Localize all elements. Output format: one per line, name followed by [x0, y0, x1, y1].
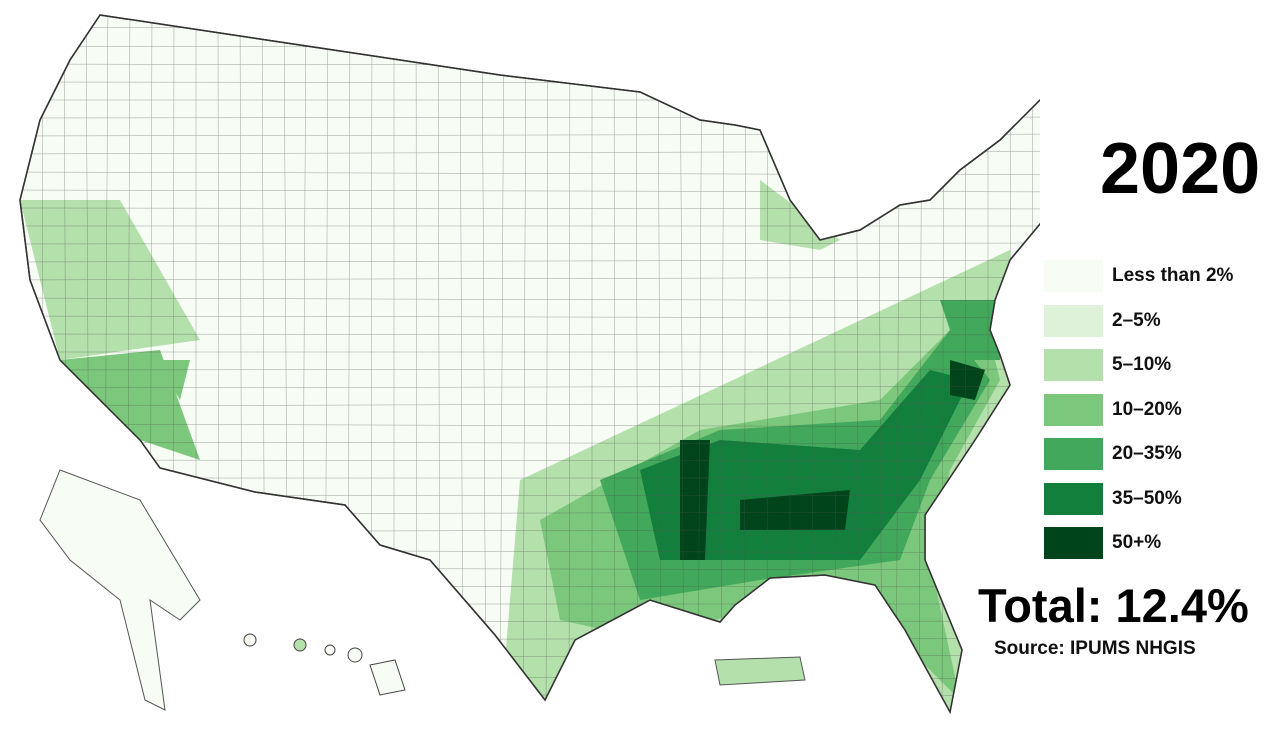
legend-item: Less than 2%	[1044, 254, 1233, 299]
legend-swatch	[1044, 482, 1103, 515]
legend-label: 20–35%	[1112, 443, 1182, 465]
county-region-2	[760, 180, 840, 250]
total-percentage: Total: 12.4%	[978, 579, 1249, 632]
legend-label: 50+%	[1112, 532, 1162, 554]
legend-label: 10–20%	[1112, 398, 1182, 420]
us-county-choropleth-map	[19, 14, 1040, 713]
legend-item: 5–10%	[1044, 343, 1233, 388]
legend-label: 35–50%	[1112, 487, 1182, 509]
legend-item: 35–50%	[1044, 477, 1233, 522]
alaska-shape	[39, 469, 201, 711]
hawaii-shape	[243, 633, 406, 696]
year-title: 2020	[1100, 129, 1261, 209]
legend-label: 2–5%	[1112, 309, 1161, 331]
legend-item: 2–5%	[1044, 299, 1233, 344]
legend-swatch	[1044, 527, 1103, 560]
legend-swatch	[1044, 260, 1103, 293]
legend-swatch	[1044, 304, 1103, 337]
legend-swatch	[1044, 349, 1103, 382]
legend-swatch	[1044, 393, 1103, 426]
legend-item: 10–20%	[1044, 388, 1233, 433]
legend-item: 20–35%	[1044, 432, 1233, 477]
county-region-6	[680, 440, 710, 560]
legend-label: Less than 2%	[1112, 265, 1234, 287]
legend-swatch	[1044, 438, 1103, 471]
county-region-4	[940, 300, 1000, 360]
legend: Less than 2% 2–5% 5–10% 10–20% 20–35% 35–50% 5…	[1044, 254, 1233, 566]
legend-label: 5–10%	[1112, 354, 1172, 376]
source-note: Source: IPUMS NHGIS	[994, 638, 1196, 659]
county-region-6	[950, 360, 985, 400]
puerto-rico-shape	[714, 656, 806, 686]
county-region-3	[60, 350, 200, 460]
legend-item: 50+%	[1044, 521, 1233, 566]
